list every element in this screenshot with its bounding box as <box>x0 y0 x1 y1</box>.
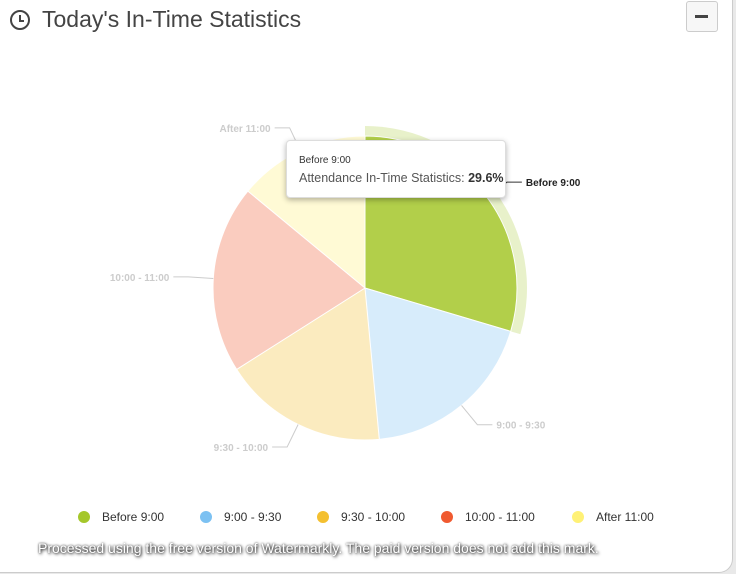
legend-marker <box>572 511 584 523</box>
data-label: 9:00 - 9:30 <box>496 421 545 432</box>
clock-icon <box>10 9 30 30</box>
card-header: Today's In-Time Statistics <box>10 6 301 33</box>
legend-item[interactable]: Before 9:00 <box>78 510 164 524</box>
legend-item[interactable]: 9:30 - 10:00 <box>317 510 405 524</box>
tooltip-series: Attendance In-Time Statistics: <box>299 171 469 185</box>
watermark-text: Processed using the free version of Wate… <box>38 540 599 556</box>
data-label: Before 9:00 <box>526 178 581 189</box>
tooltip: Before 9:00 Attendance In-Time Statistic… <box>286 140 506 198</box>
data-label: After 11:00 <box>219 124 271 135</box>
legend-label: 9:00 - 9:30 <box>224 510 282 524</box>
data-label: 10:00 - 11:00 <box>110 273 170 284</box>
legend-label: 9:30 - 10:00 <box>341 510 406 524</box>
tooltip-value: 29.6% <box>468 171 504 185</box>
data-label-connector <box>461 405 493 426</box>
card-title: Today's In-Time Statistics <box>42 6 302 32</box>
legend-item[interactable]: 9:00 - 9:30 <box>200 510 281 524</box>
data-label-connector <box>173 276 214 279</box>
minimize-button[interactable] <box>686 1 718 32</box>
legend-marker <box>441 511 453 523</box>
data-label: 9:30 - 10:00 <box>214 443 269 454</box>
legend-label: After 11:00 <box>596 510 654 524</box>
legend-marker <box>200 511 212 523</box>
legend-item[interactable]: 10:00 - 11:00 <box>441 510 535 524</box>
pie-slice[interactable] <box>364 287 512 440</box>
pie-slice[interactable] <box>212 190 366 371</box>
legend-label: 10:00 - 11:00 <box>465 510 535 524</box>
pie-chart: Before 9:00 9:00 - 9:30 9:30 - 10:00 10:00 … <box>110 124 581 454</box>
legend-marker <box>78 511 90 523</box>
tooltip-category: Before 9:00 <box>299 155 351 166</box>
legend-label: Before 9:00 <box>102 510 165 524</box>
legend-item[interactable]: After 11:00 <box>572 510 654 524</box>
tooltip-value-line: Attendance In-Time Statistics: 29.6% <box>299 171 504 185</box>
pie-slice[interactable] <box>235 287 380 441</box>
legend-marker <box>317 511 329 523</box>
data-label-connector <box>272 424 299 448</box>
